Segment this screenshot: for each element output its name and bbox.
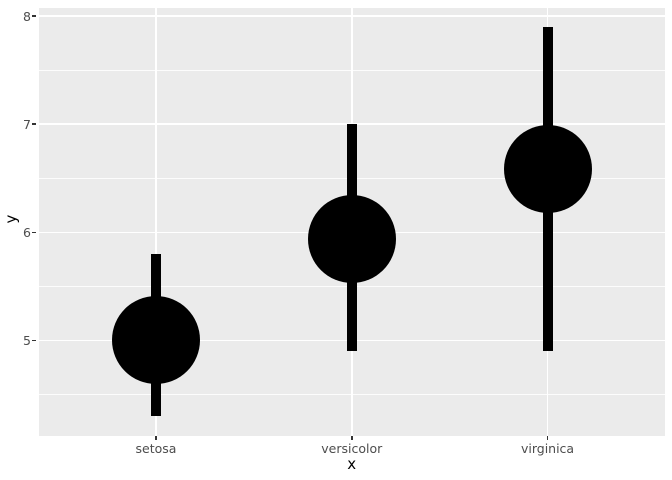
x-axis-title: x [347,455,357,473]
y-axis-title: y [2,214,20,224]
y-axis-tick-mark [32,15,36,17]
y-axis-tick-label: 6 [23,224,31,240]
plot-panel [38,7,665,436]
y-axis-tick-mark [32,123,36,125]
x-axis-tick-label-versicolor: versicolor [321,441,383,456]
x-axis-tick-label-setosa: setosa [135,441,177,456]
mean-point-virginica [503,124,592,213]
mean-point-setosa [111,296,200,385]
y-axis-tick-label: 8 [23,8,31,24]
y-axis-tick-label: 5 [23,332,31,348]
y-axis-tick-mark [32,231,36,234]
x-axis-tick-mark [351,435,353,440]
x-axis-tick-mark [155,435,157,440]
x-axis-tick-label-virginica: virginica [520,441,575,456]
y-axis-tick-mark [32,339,36,342]
gridline-major-vertical [155,7,157,436]
x-axis-tick-mark [546,435,549,440]
y-axis-tick-label: 7 [23,116,31,132]
mean-point-versicolor [307,194,396,283]
